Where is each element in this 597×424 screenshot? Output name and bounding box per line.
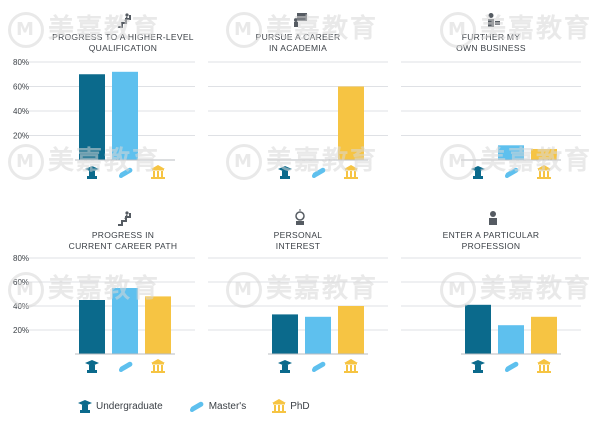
businessperson-icon	[488, 13, 500, 27]
chart-title-line: IN ACADEMIA	[269, 43, 327, 53]
pillared-building-icon	[151, 165, 165, 179]
lecturer-board-icon	[294, 13, 307, 27]
diploma-scroll-icon	[505, 361, 519, 372]
chart-title-line: CURRENT CAREER PATH	[69, 241, 178, 251]
watermark: M 美嘉教育	[440, 8, 592, 48]
graduation-cap-icon	[278, 360, 292, 373]
bar-phd	[338, 306, 364, 354]
watermark: M 美嘉教育	[440, 268, 592, 308]
bar-masters	[112, 71, 138, 160]
watermark: M 美嘉教育	[226, 268, 378, 308]
chart-title-line: PROGRESS TO A HIGHER-LEVEL	[52, 32, 194, 42]
graduation-cap-icon	[85, 360, 99, 373]
graduation-cap-icon	[471, 360, 485, 373]
pillared-building-icon	[537, 359, 551, 373]
bar-undergraduate	[79, 74, 105, 160]
watermark: M 美嘉教育	[8, 8, 160, 48]
y-tick-label: 20%	[13, 326, 29, 335]
bar-phd	[531, 148, 557, 160]
bar-masters	[498, 145, 524, 160]
climbing-stairs-icon	[118, 211, 131, 226]
graduation-cap-icon	[278, 166, 292, 179]
pillared-building-icon	[272, 399, 287, 413]
bar-masters	[112, 288, 138, 354]
bar-undergraduate	[79, 300, 105, 354]
legend-item-undergraduate: Undergraduate	[78, 399, 163, 413]
chart-title-line: PERSONAL	[274, 230, 323, 240]
chart-title-line: PROGRESS IN	[92, 230, 154, 240]
graduation-cap-icon	[78, 400, 92, 413]
pillared-building-icon	[537, 165, 551, 179]
legend-label: Undergraduate	[96, 400, 163, 412]
bar-undergraduate	[272, 314, 298, 354]
bar-masters	[305, 316, 331, 354]
chart-title-line: INTEREST	[276, 241, 320, 251]
bar-undergraduate	[465, 304, 491, 354]
legend: Undergraduate Master's PhD	[78, 396, 310, 416]
watermark: M 美嘉教育	[440, 140, 592, 180]
y-tick-label: 40%	[13, 107, 29, 116]
diploma-scroll-icon	[312, 361, 326, 372]
climbing-stairs-icon	[118, 13, 131, 28]
legend-item-phd: PhD	[272, 399, 310, 413]
graduation-cap-icon	[85, 166, 99, 179]
diploma-scroll-icon	[119, 167, 133, 178]
legend-item-masters: Master's	[189, 399, 246, 413]
pillared-building-icon	[151, 359, 165, 373]
bar-phd	[145, 296, 171, 354]
y-tick-label: 80%	[13, 58, 29, 67]
watermark: M 美嘉教育	[226, 8, 378, 48]
pillared-building-icon	[344, 165, 358, 179]
watermark: M 美嘉教育	[8, 268, 160, 308]
professional-person-icon	[489, 211, 497, 225]
chart-title-line: ENTER A PARTICULAR	[443, 230, 540, 240]
diploma-scroll-icon	[312, 167, 326, 178]
watermark: M 美嘉教育	[8, 140, 160, 180]
chart-title-line: PROFESSION	[462, 241, 521, 251]
chart-title-line: PURSUE A CAREER	[256, 32, 341, 42]
legend-label: PhD	[290, 400, 310, 412]
y-tick-label: 20%	[13, 132, 29, 141]
legend-label: Master's	[208, 400, 247, 412]
bar-phd	[531, 316, 557, 354]
y-tick-label: 60%	[13, 83, 29, 92]
bar-masters	[498, 325, 524, 354]
chart-title-line: OWN BUSINESS	[456, 43, 526, 53]
chart-title-line: QUALIFICATION	[89, 43, 157, 53]
diploma-scroll-icon	[189, 401, 204, 412]
bar-phd	[338, 86, 364, 160]
watermark: M 美嘉教育	[226, 140, 378, 180]
y-tick-label: 80%	[13, 254, 29, 263]
chart-title-line: FURTHER MY	[462, 32, 521, 42]
lightbulb-head-icon	[295, 209, 305, 225]
diploma-scroll-icon	[119, 361, 133, 372]
diploma-scroll-icon	[505, 167, 519, 178]
pillared-building-icon	[344, 359, 358, 373]
